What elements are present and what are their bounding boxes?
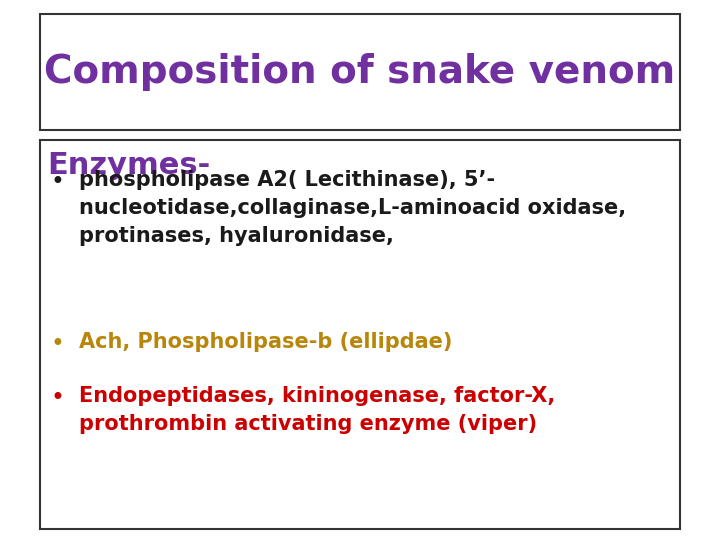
Text: Enzymes-: Enzymes- <box>47 151 210 180</box>
Text: •: • <box>50 170 64 194</box>
Text: •: • <box>50 386 64 410</box>
Text: Ach, Phospholipase-b (ellipdae): Ach, Phospholipase-b (ellipdae) <box>79 332 453 352</box>
Text: phospholipase A2( Lecithinase), 5’-
nucleotidase,collaginase,L-aminoacid oxidase: phospholipase A2( Lecithinase), 5’- nucl… <box>79 170 626 246</box>
Text: Endopeptidases, kininogenase, factor-X,
prothrombin activating enzyme (viper): Endopeptidases, kininogenase, factor-X, … <box>79 386 555 434</box>
Text: •: • <box>50 332 64 356</box>
FancyBboxPatch shape <box>40 14 680 130</box>
Text: Composition of snake venom: Composition of snake venom <box>45 52 675 91</box>
FancyBboxPatch shape <box>40 140 680 529</box>
